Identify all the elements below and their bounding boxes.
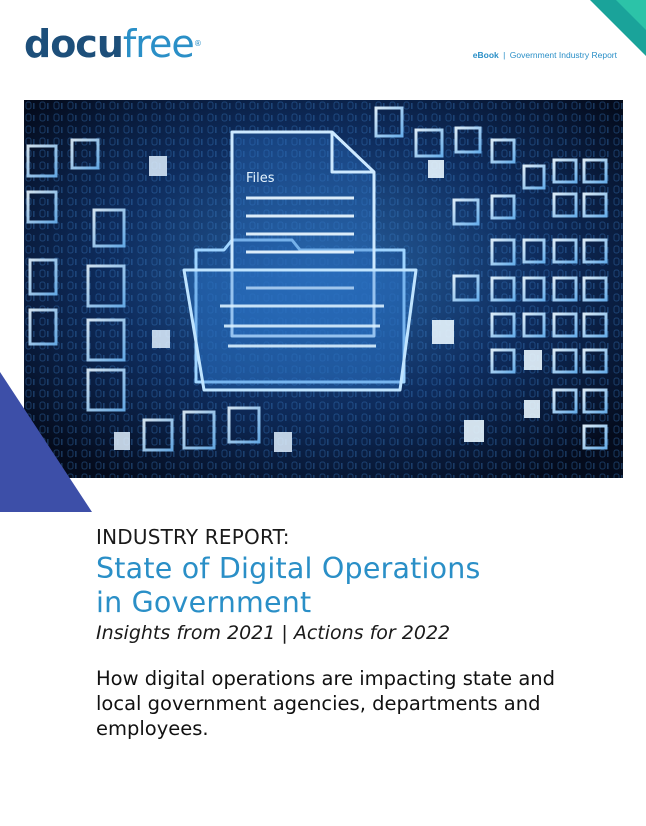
digital-files-folder-icon: Files: [24, 100, 623, 478]
docufree-logo[interactable]: docufree®: [24, 22, 202, 66]
folder-with-document: [182, 130, 418, 392]
doc-category: Government Industry Report: [509, 50, 617, 60]
report-title: State of Digital Operations in Governmen…: [96, 552, 616, 620]
header-doc-label: eBook | Government Industry Report: [473, 50, 617, 60]
logo-registered-mark: ®: [193, 39, 202, 48]
left-wall-squares: [26, 138, 261, 452]
right-wall-solid: [428, 160, 542, 442]
left-wall-solid: [114, 156, 292, 452]
doc-type: eBook: [472, 50, 499, 60]
folder-label-files: Files: [246, 171, 275, 186]
logo-text-docu: docu: [24, 22, 124, 66]
hero-image: Files: [24, 100, 623, 478]
logo-text-free: free: [122, 22, 195, 66]
report-description: How digital operations are impacting sta…: [96, 667, 556, 740]
header-separator: |: [503, 50, 506, 60]
report-title-line1: State of Digital Operations: [96, 552, 481, 585]
accent-triangle-left: [0, 372, 92, 512]
report-subtitle: Insights from 2021 | Actions for 2022: [96, 622, 451, 644]
report-title-line2: in Government: [96, 586, 312, 619]
right-wall-squares: [374, 106, 608, 450]
report-kicker: INDUSTRY REPORT:: [96, 525, 290, 549]
corner-accent-top-right-inner: [616, 0, 646, 30]
